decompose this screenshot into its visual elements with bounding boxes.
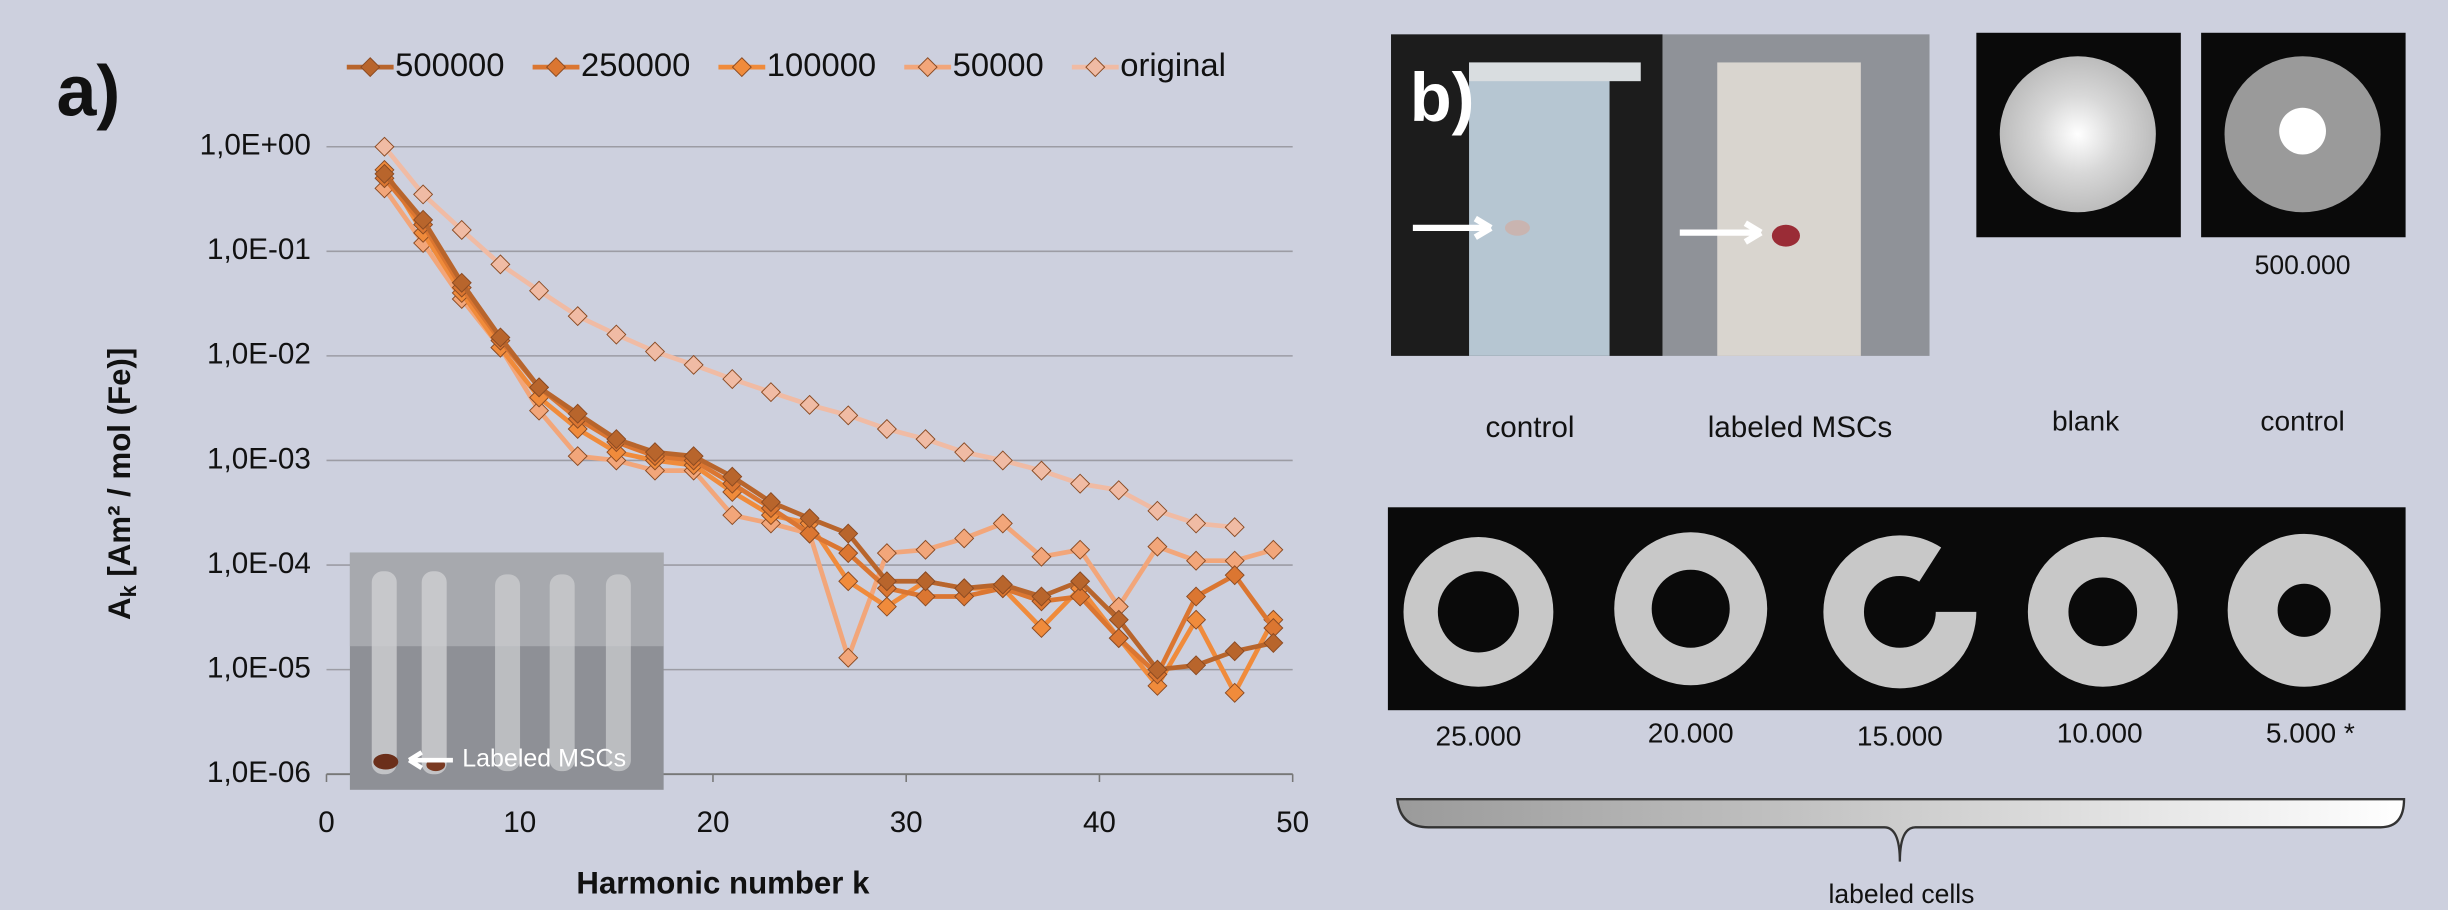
- image-label: blank: [2052, 405, 2120, 436]
- panel-label: a): [56, 52, 120, 132]
- y-tick-label: 1,0E-02: [207, 338, 311, 371]
- figure: a) Ak [Am² / mol (Fe)] Harmonic number k…: [0, 0, 2448, 910]
- image-label: control: [2260, 405, 2344, 436]
- mri-spot: [2279, 108, 2326, 155]
- y-title-main: A: [102, 597, 137, 620]
- cell-count: 20.000: [1648, 718, 1734, 749]
- x-tick-label: 40: [1083, 806, 1116, 839]
- tube: [1469, 62, 1609, 355]
- inset-label: Labeled MSCs: [462, 745, 626, 773]
- x-tick-label: 20: [696, 806, 729, 839]
- tube: [1717, 62, 1861, 355]
- cell-count: 15.000: [1857, 721, 1943, 752]
- panel-label: b): [1410, 59, 1475, 136]
- tube: [606, 574, 631, 771]
- y-tick-label: 1,0E-01: [207, 233, 311, 266]
- pellet: [1505, 220, 1530, 236]
- bracket-label: labeled cells: [1828, 879, 1974, 909]
- legend-label: original: [1120, 46, 1226, 83]
- y-title-rest: [Am² / mol (Fe)]: [102, 348, 137, 585]
- x-axis-title: Harmonic number k: [576, 865, 870, 900]
- cell-count: 25.000: [1435, 721, 1521, 752]
- image-label: control: [1485, 411, 1574, 444]
- image-caption: 500.000: [2255, 250, 2351, 280]
- x-tick-label: 30: [890, 806, 923, 839]
- y-tick-label: 1,0E-06: [207, 756, 311, 789]
- y-tick-label: 1,0E-03: [207, 442, 311, 475]
- y-tick-label: 1,0E-05: [207, 651, 311, 684]
- pellet: [1772, 225, 1800, 247]
- legend-label: 100000: [767, 46, 876, 83]
- legend-label: 500000: [395, 46, 504, 83]
- tube-cap: [1469, 62, 1641, 81]
- tube: [372, 571, 397, 774]
- x-tick-label: 0: [318, 806, 335, 839]
- tube: [422, 571, 447, 774]
- inset-photo: Labeled MSCs: [350, 553, 664, 790]
- cell-count: 5.000 *: [2266, 718, 2355, 749]
- mri-sample: [2000, 56, 2156, 212]
- legend-label: 50000: [953, 46, 1044, 83]
- tube: [550, 574, 575, 771]
- tube: [495, 574, 520, 771]
- y-tick-label: 1,0E+00: [200, 129, 311, 162]
- legend-label: 250000: [581, 46, 690, 83]
- image-label: labeled MSCs: [1708, 411, 1893, 444]
- x-tick-label: 10: [503, 806, 536, 839]
- x-tick-label: 50: [1276, 806, 1309, 839]
- y-tick-label: 1,0E-04: [207, 547, 311, 580]
- y-title-sub: k: [116, 584, 141, 597]
- pellet: [373, 754, 398, 770]
- y-axis-title: Ak [Am² / mol (Fe)]: [102, 348, 140, 620]
- cell-count: 10.000: [2057, 718, 2143, 749]
